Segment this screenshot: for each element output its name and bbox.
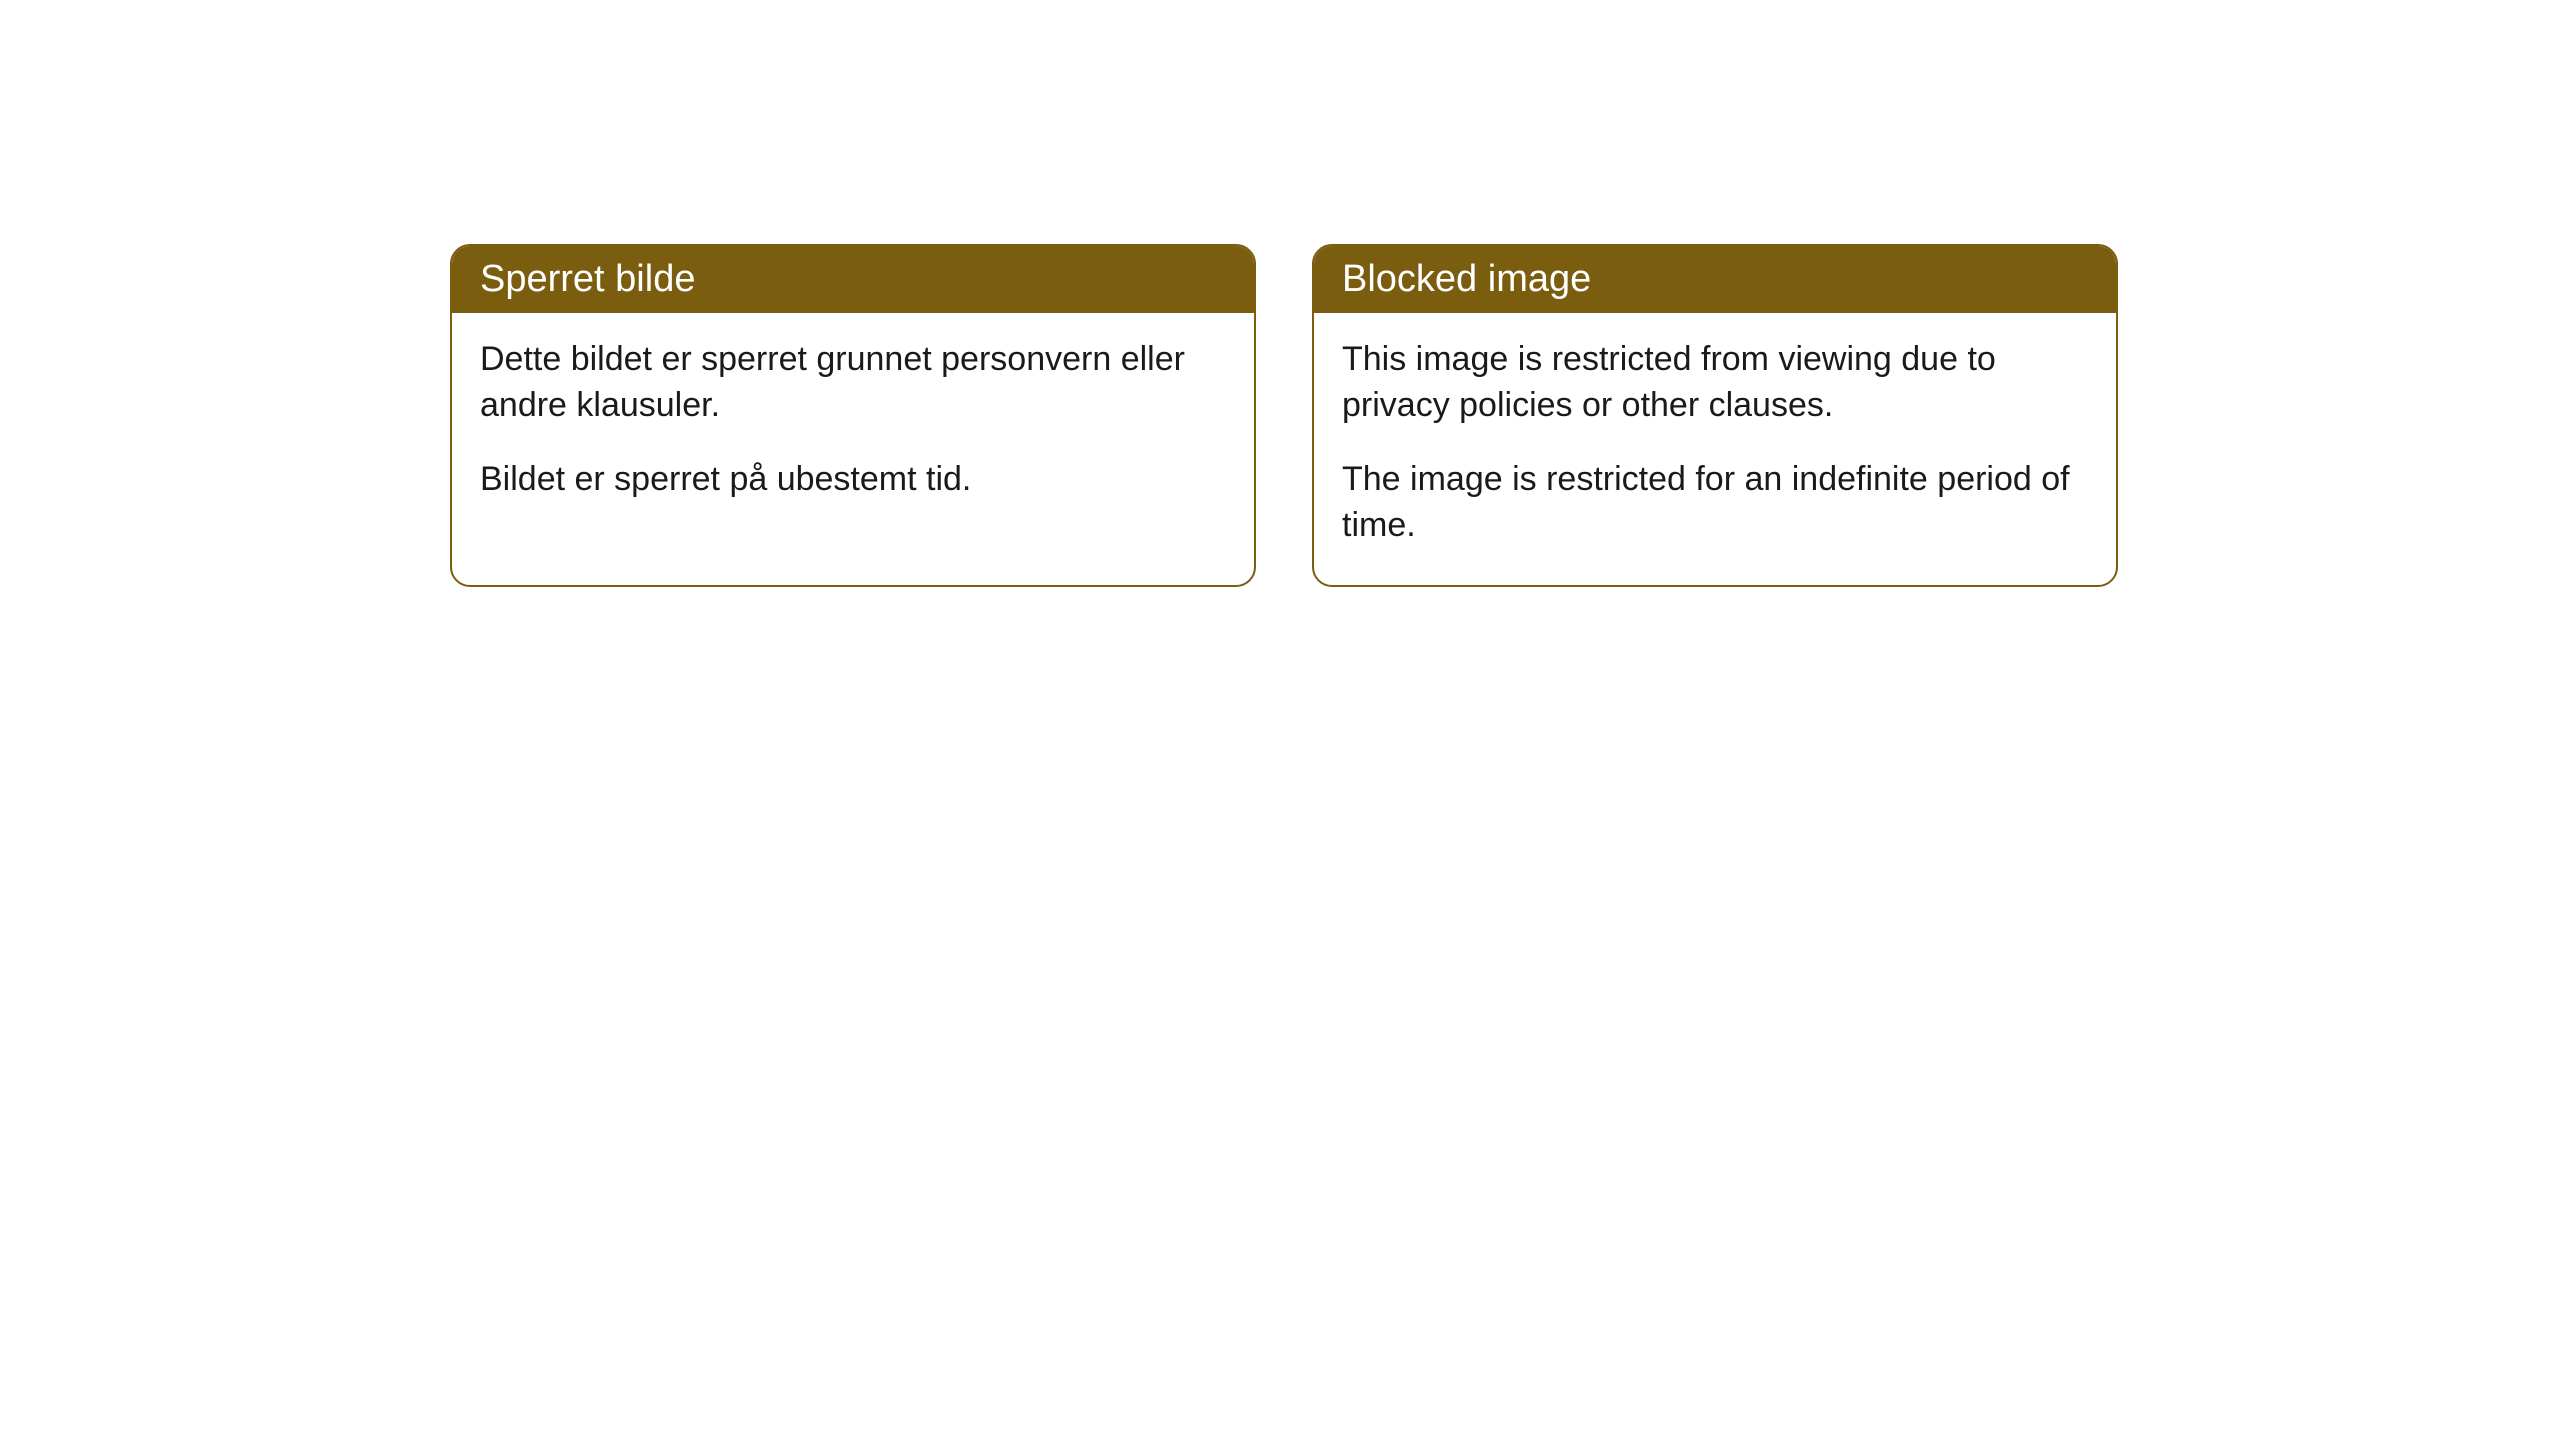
blocked-image-card-no: Sperret bilde Dette bildet er sperret gr… — [450, 244, 1256, 587]
blocked-image-card-en: Blocked image This image is restricted f… — [1312, 244, 2118, 587]
card-text-no-1: Dette bildet er sperret grunnet personve… — [480, 337, 1226, 429]
card-body-no: Dette bildet er sperret grunnet personve… — [452, 313, 1254, 539]
card-text-en-1: This image is restricted from viewing du… — [1342, 337, 2088, 429]
card-header-en: Blocked image — [1314, 246, 2116, 313]
card-header-no: Sperret bilde — [452, 246, 1254, 313]
card-text-en-2: The image is restricted for an indefinit… — [1342, 457, 2088, 549]
notice-container: Sperret bilde Dette bildet er sperret gr… — [0, 0, 2560, 587]
card-text-no-2: Bildet er sperret på ubestemt tid. — [480, 457, 1226, 503]
card-body-en: This image is restricted from viewing du… — [1314, 313, 2116, 585]
